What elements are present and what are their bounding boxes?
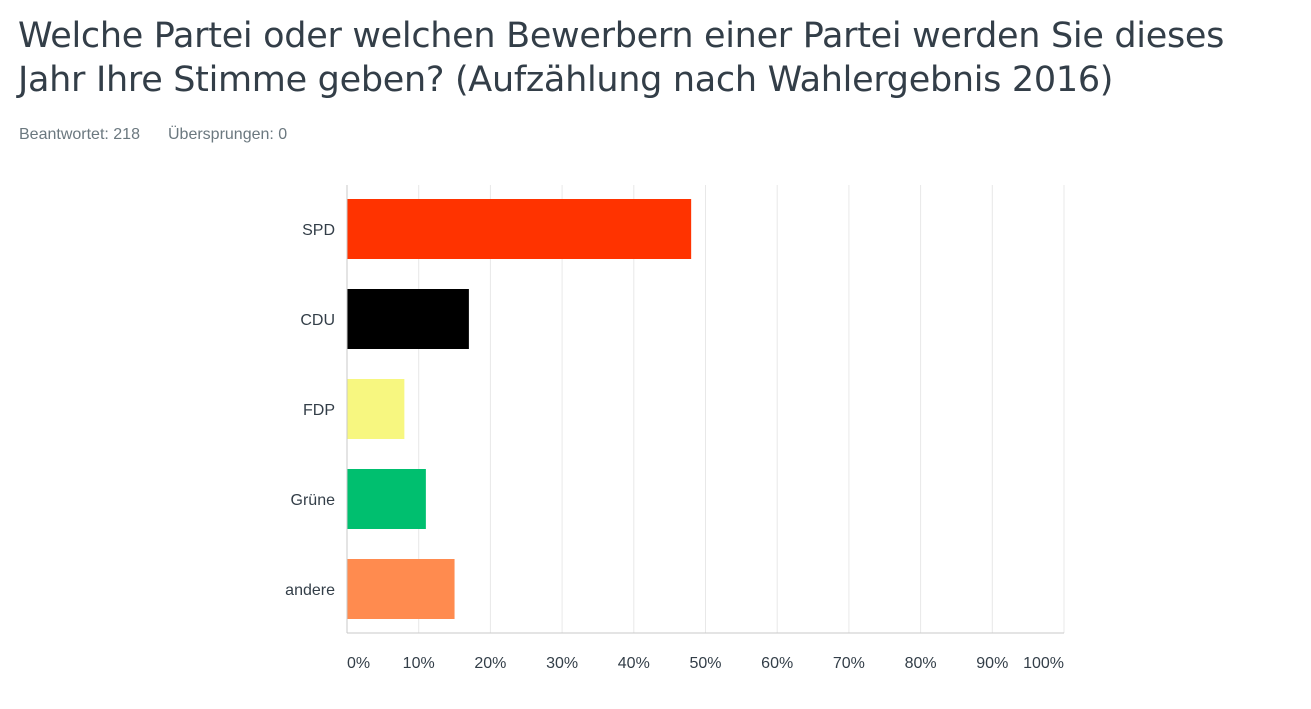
bar-grüne[interactable] bbox=[347, 469, 426, 529]
response-stats: Beantwortet: 218 Übersprungen: 0 bbox=[19, 126, 287, 144]
x-tick-label: 0% bbox=[347, 655, 370, 672]
x-tick-label: 50% bbox=[689, 655, 721, 672]
x-tick-label: 40% bbox=[618, 655, 650, 672]
bars bbox=[347, 199, 692, 619]
x-tick-label: 70% bbox=[833, 655, 865, 672]
skipped-stat: Übersprungen: 0 bbox=[168, 126, 287, 143]
question-title: Welche Partei oder welchen Bewerbern ein… bbox=[18, 16, 1225, 100]
category-label: andere bbox=[285, 582, 335, 599]
x-tick-label: 10% bbox=[403, 655, 435, 672]
category-labels: SPD CDU FDP Grüne andere bbox=[285, 222, 335, 599]
bar-spd[interactable] bbox=[347, 199, 692, 259]
category-label: SPD bbox=[302, 222, 335, 239]
x-tick-label: 20% bbox=[474, 655, 506, 672]
x-tick-label: 90% bbox=[976, 655, 1008, 672]
answered-stat: Beantwortet: 218 bbox=[19, 126, 140, 143]
category-label: Grüne bbox=[291, 492, 336, 509]
x-tick-label: 80% bbox=[905, 655, 937, 672]
category-label: CDU bbox=[300, 312, 335, 329]
x-tick-label: 100% bbox=[1023, 655, 1064, 672]
category-label: FDP bbox=[303, 402, 335, 419]
bar-andere[interactable] bbox=[347, 559, 455, 619]
grid-lines bbox=[418, 185, 1065, 633]
bar-cdu[interactable] bbox=[347, 289, 469, 349]
skipped-count: 0 bbox=[278, 126, 288, 143]
x-tick-label: 30% bbox=[546, 655, 578, 672]
x-tick-label: 60% bbox=[761, 655, 793, 672]
axes bbox=[346, 185, 1064, 634]
skipped-label: Übersprungen: bbox=[167, 126, 274, 143]
x-tick-labels: 0% 10% 20% 30% 40% 50% 60% 70% 80% 90% 100% bbox=[347, 655, 1064, 672]
answered-label: Beantwortet: bbox=[19, 126, 109, 143]
bar-fdp[interactable] bbox=[347, 379, 405, 439]
answered-count: 218 bbox=[113, 126, 140, 143]
